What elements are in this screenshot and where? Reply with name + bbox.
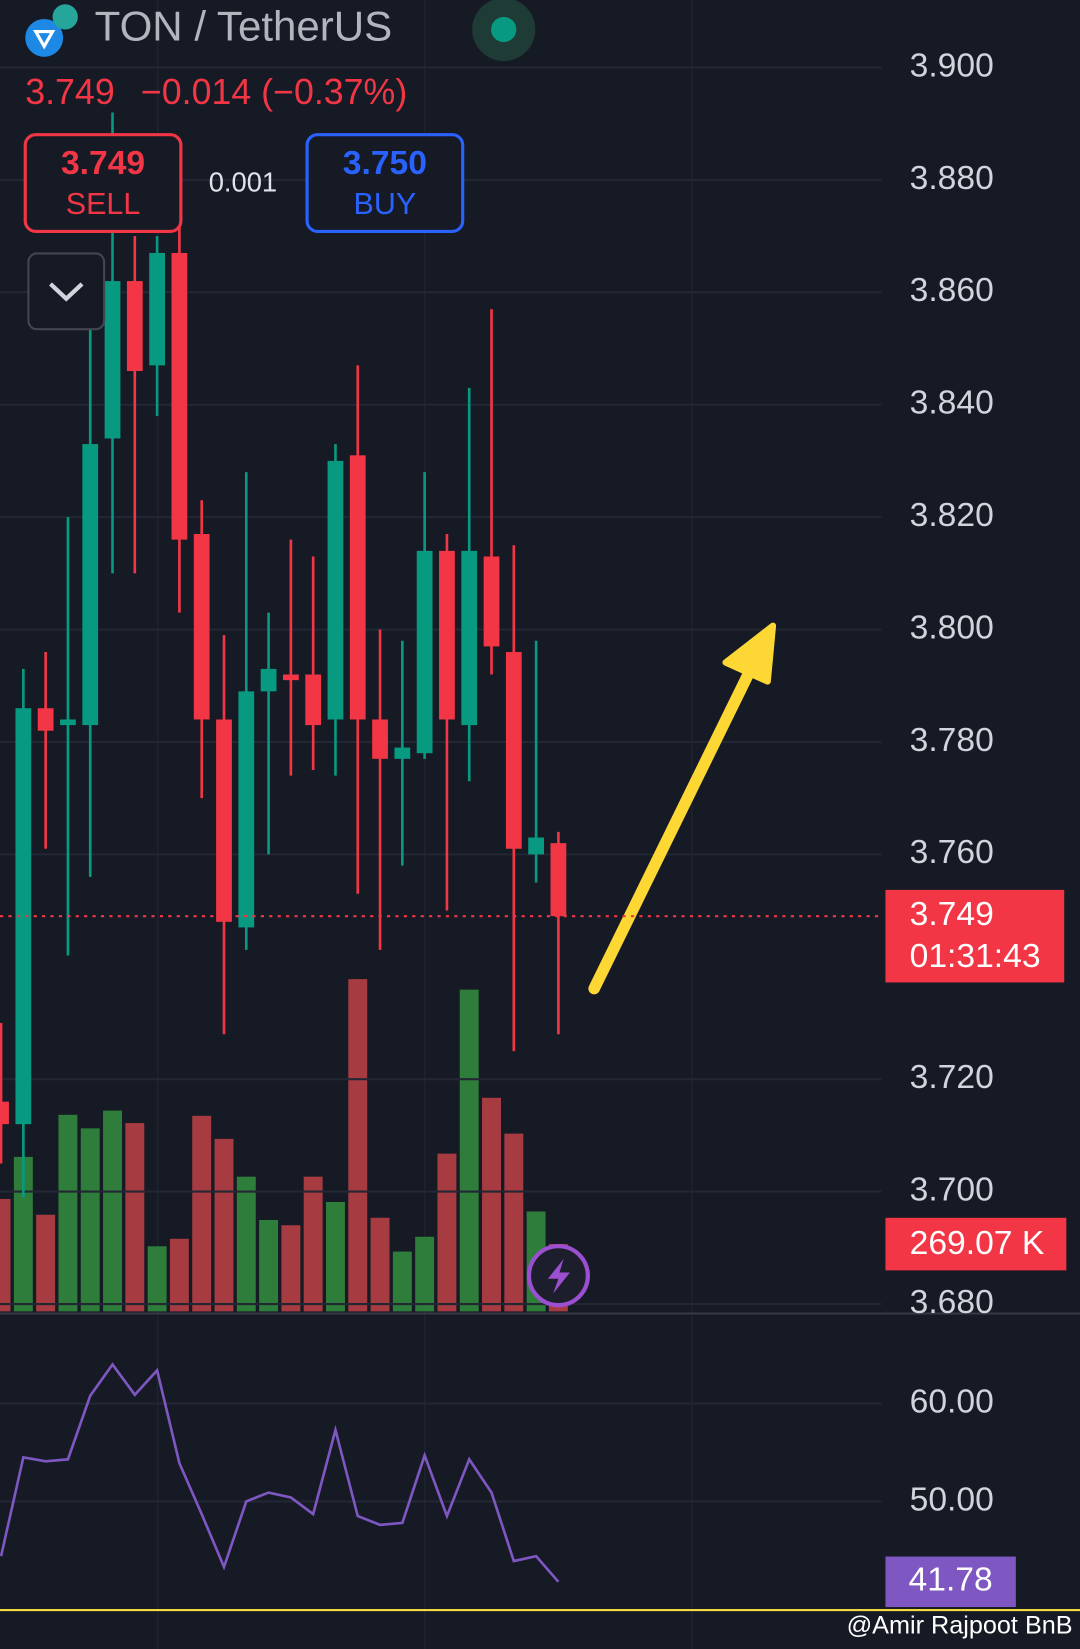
- rsi-line: [0, 1362, 560, 1583]
- volume-bar: [36, 1214, 56, 1312]
- y-tick-label: 3.760: [910, 834, 994, 871]
- candle-body: [37, 708, 54, 731]
- candle-body: [216, 719, 232, 922]
- volume-bar: [415, 1236, 435, 1312]
- lightning-button[interactable]: [526, 1244, 590, 1308]
- volume-bar: [236, 1176, 256, 1312]
- status-dot: [491, 16, 517, 43]
- rsi-tag: [885, 1556, 1016, 1608]
- y-tick-label: 3.800: [910, 609, 994, 646]
- candle-body: [372, 719, 388, 759]
- collapse-button[interactable]: [27, 252, 106, 331]
- candle-body: [238, 691, 255, 928]
- volume-bar: [437, 1153, 457, 1312]
- candle-body: [483, 556, 500, 647]
- quote-icon: [52, 4, 78, 30]
- volume-bar: [214, 1138, 234, 1312]
- candle-body: [528, 837, 544, 855]
- volume-bar: [58, 1114, 78, 1312]
- y-tick-label: 3.860: [910, 272, 994, 309]
- coin-icon: [25, 18, 64, 57]
- candle-body: [505, 652, 522, 849]
- candle-body: [349, 455, 366, 720]
- volume-label: 269.07 K: [910, 1225, 1045, 1262]
- candle-body: [171, 252, 188, 540]
- buy-button[interactable]: 3.750 BUY: [305, 133, 465, 233]
- volume-bar: [348, 979, 368, 1312]
- rsi-label: 41.78: [909, 1562, 993, 1599]
- buy-box[interactable]: [305, 133, 465, 233]
- volume-bar: [192, 1115, 212, 1312]
- collapse-box[interactable]: [27, 252, 106, 331]
- candle-body: [416, 550, 433, 754]
- countdown: 01:31:43: [910, 938, 1041, 975]
- candle-body: [305, 674, 322, 726]
- candle-body: [394, 747, 411, 759]
- spread: 0.001: [209, 166, 277, 197]
- volume-bar: [281, 1225, 301, 1312]
- y-tick-label: 60.00: [910, 1383, 994, 1420]
- volume-bar: [392, 1251, 412, 1312]
- volume-bar: [459, 989, 479, 1312]
- y-tick-label: 3.820: [910, 497, 994, 534]
- y-tick-label: 3.780: [910, 722, 994, 759]
- volume-bar: [0, 1198, 11, 1312]
- volume-bar: [325, 1201, 345, 1312]
- volume-bar: [169, 1238, 189, 1312]
- arrow-shaft: [588, 658, 759, 995]
- volume-bar: [147, 1246, 167, 1312]
- sell-label[interactable]: SELL: [66, 187, 141, 221]
- candle-body: [149, 252, 165, 366]
- volume-bar: [125, 1123, 145, 1312]
- buy-price[interactable]: 3.750: [343, 145, 427, 182]
- buy-label[interactable]: BUY: [354, 187, 417, 221]
- volume-tag: [885, 1217, 1067, 1271]
- volume-bar: [370, 1217, 390, 1312]
- last-price-tag: [885, 889, 1065, 983]
- last-price-label: 3.749: [910, 896, 994, 933]
- lightning-icon[interactable]: [547, 1258, 570, 1294]
- candle-body: [15, 708, 32, 1125]
- candle-body: [60, 719, 76, 726]
- candle-body: [461, 550, 478, 726]
- watermark: @Amir Rajpoot BnB: [847, 1612, 1073, 1640]
- change: −0.014 (−0.37%): [141, 72, 407, 112]
- y-tick-label: 3.880: [910, 160, 994, 197]
- candle-body: [193, 533, 210, 720]
- sell-button[interactable]: 3.749 SELL: [23, 133, 183, 233]
- candle-body: [0, 1101, 9, 1125]
- candle-body: [126, 281, 143, 371]
- y-tick-label: 3.720: [910, 1059, 994, 1096]
- volume-bar: [259, 1219, 279, 1312]
- volume-bar: [80, 1128, 100, 1312]
- y-tick-label: 3.900: [910, 47, 994, 84]
- candle-body: [282, 674, 299, 681]
- arrow-head: [722, 622, 777, 685]
- last-price: 3.749: [25, 72, 114, 112]
- y-tick-label: 50.00: [910, 1481, 994, 1518]
- plot: [0, 66, 882, 1312]
- y-tick-label: 3.840: [910, 385, 994, 422]
- candle-body: [327, 460, 344, 720]
- candle-body: [550, 843, 567, 917]
- candle-body: [104, 281, 121, 439]
- volume-bar: [303, 1176, 323, 1312]
- candle-body: [439, 550, 455, 720]
- candle-body: [260, 668, 277, 692]
- sell-price[interactable]: 3.749: [61, 145, 145, 182]
- chevron[interactable]: [49, 282, 84, 302]
- y-tick-label: 3.700: [910, 1171, 994, 1208]
- y-tick-label: 3.680: [910, 1284, 994, 1321]
- sell-box[interactable]: [23, 133, 183, 233]
- volume-bar: [482, 1097, 501, 1312]
- volume-bar: [13, 1156, 33, 1312]
- symbol: TON / TetherUS: [95, 3, 393, 50]
- coin-glyph: [33, 30, 56, 50]
- volume-bar: [103, 1110, 122, 1312]
- candle-body: [82, 444, 99, 726]
- volume-bar: [504, 1133, 524, 1312]
